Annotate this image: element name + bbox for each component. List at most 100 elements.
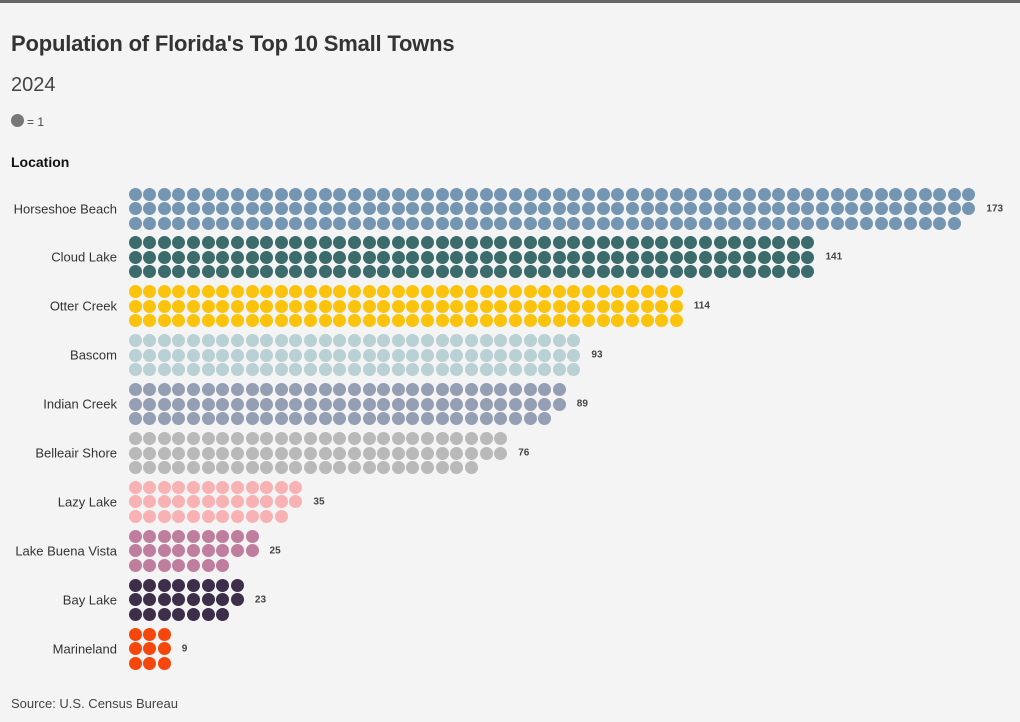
waffle-dot (201, 202, 215, 215)
waffle-dot (172, 529, 186, 543)
waffle-dot (172, 250, 186, 264)
waffle-dot (318, 348, 332, 362)
waffle-dot (377, 334, 391, 348)
waffle-dot (187, 265, 201, 279)
waffle-dot (201, 299, 215, 313)
waffle-dot (464, 461, 478, 474)
waffle-dot (786, 265, 800, 279)
waffle-dot (362, 216, 376, 230)
waffle-dot (377, 412, 391, 426)
waffle-dot (435, 250, 449, 264)
waffle-dot (128, 495, 142, 509)
waffle-dot (742, 202, 756, 215)
waffle-dot (479, 314, 493, 328)
waffle-dot (421, 299, 435, 313)
waffle-dot (538, 265, 552, 279)
waffle-dot (523, 285, 537, 299)
waffle-dot (304, 397, 318, 411)
waffle-dot (889, 187, 903, 201)
waffle-dot (611, 202, 625, 215)
waffle-dot (523, 363, 537, 377)
waffle-dot (172, 397, 186, 411)
waffle-dot (377, 236, 391, 250)
waffle-dot (128, 334, 142, 348)
waffle-dot (479, 202, 493, 215)
waffle-dot (216, 285, 230, 299)
waffle-dot (230, 412, 244, 426)
waffle-dot (245, 495, 259, 509)
waffle-dot (508, 285, 522, 299)
category-label: Lake Buena Vista (15, 543, 117, 559)
waffle-dot (786, 250, 800, 264)
waffle-dot (508, 383, 522, 397)
waffle-dot (245, 334, 259, 348)
waffle-dot (245, 397, 259, 411)
waffle-dot (582, 285, 596, 299)
waffle-dot (304, 236, 318, 250)
waffle-dot (347, 363, 361, 377)
waffle-dot (274, 432, 288, 445)
waffle-dot (260, 446, 274, 460)
waffle-dot (406, 265, 420, 279)
category-label: Belleair Shore (35, 445, 117, 461)
waffle-dot (347, 202, 361, 215)
waffle-dot (347, 446, 361, 460)
waffle-dot (450, 446, 464, 460)
waffle-dot (157, 285, 171, 299)
waffle-dot (391, 397, 405, 411)
waffle-dot (128, 250, 142, 264)
waffle-dot (143, 236, 157, 250)
waffle-dot (406, 412, 420, 426)
waffle-dot (187, 544, 201, 558)
waffle-dot (786, 236, 800, 250)
waffle-dot (143, 461, 157, 474)
source-note: Source: U.S. Census Bureau (11, 696, 178, 711)
waffle-dot (260, 509, 274, 523)
waffle-dot (582, 265, 596, 279)
waffle-dot (157, 529, 171, 543)
waffle-dot (860, 202, 873, 215)
waffle-dot (347, 299, 361, 313)
waffle-dot (333, 187, 347, 201)
waffle-dot (523, 314, 537, 328)
waffle-dot (640, 285, 654, 299)
waffle-dot (786, 187, 800, 201)
waffle-dot (216, 509, 230, 523)
waffle-dot (289, 363, 303, 377)
waffle-dot (172, 383, 186, 397)
waffle-dot (143, 509, 157, 523)
waffle-dot (333, 250, 347, 264)
waffle-dot (143, 642, 157, 656)
waffle-dot (318, 397, 332, 411)
waffle-dot (157, 334, 171, 348)
waffle-dot (655, 314, 669, 328)
waffle-dot (157, 544, 171, 558)
waffle-dot (816, 216, 830, 230)
waffle-dot (464, 334, 478, 348)
waffle-dot (260, 334, 274, 348)
waffle-dot (187, 334, 201, 348)
waffle-dot (333, 383, 347, 397)
waffle-dot (245, 480, 259, 494)
waffle-dot (640, 236, 654, 250)
chart-subtitle: 2024 (11, 74, 56, 96)
waffle-dot (333, 265, 347, 279)
waffle-dot (172, 299, 186, 313)
waffle-dot (362, 397, 376, 411)
waffle-dot (245, 432, 259, 445)
waffle-dot (201, 265, 215, 279)
waffle-dot (216, 216, 230, 230)
waffle-dot (596, 216, 610, 230)
waffle-dot (435, 216, 449, 230)
waffle-dot (450, 202, 464, 215)
waffle-dot (260, 461, 274, 474)
waffle-dot (187, 509, 201, 523)
waffle-dot (216, 265, 230, 279)
waffle-dot (464, 432, 478, 445)
waffle-dot (567, 236, 581, 250)
waffle-dot (289, 446, 303, 460)
waffle-dot (172, 544, 186, 558)
waffle-dot (318, 383, 332, 397)
waffle-dot (772, 187, 786, 201)
waffle-dot (274, 461, 288, 474)
